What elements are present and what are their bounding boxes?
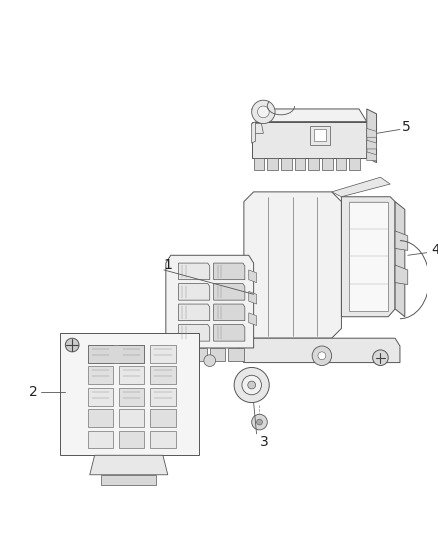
Polygon shape — [150, 388, 176, 406]
Polygon shape — [395, 231, 408, 251]
Polygon shape — [102, 475, 156, 484]
Circle shape — [252, 100, 275, 124]
Polygon shape — [88, 367, 113, 384]
Polygon shape — [281, 158, 292, 171]
Polygon shape — [179, 284, 210, 300]
Polygon shape — [179, 325, 210, 341]
Polygon shape — [267, 158, 278, 171]
Text: 2: 2 — [29, 385, 38, 399]
Polygon shape — [367, 128, 377, 137]
Polygon shape — [252, 109, 367, 122]
Polygon shape — [252, 124, 263, 133]
Polygon shape — [252, 122, 256, 143]
Polygon shape — [119, 431, 145, 448]
Polygon shape — [119, 345, 145, 362]
Circle shape — [252, 414, 267, 430]
Circle shape — [65, 338, 79, 352]
Polygon shape — [173, 348, 188, 361]
Circle shape — [258, 106, 269, 118]
Text: 4: 4 — [431, 244, 438, 257]
Polygon shape — [88, 345, 113, 362]
Text: 3: 3 — [259, 434, 268, 449]
Polygon shape — [349, 201, 388, 311]
Polygon shape — [150, 409, 176, 427]
Polygon shape — [228, 348, 244, 361]
Polygon shape — [308, 158, 319, 171]
Polygon shape — [314, 130, 326, 141]
Polygon shape — [214, 304, 245, 321]
Circle shape — [373, 350, 388, 366]
Polygon shape — [150, 431, 176, 448]
Polygon shape — [60, 333, 199, 455]
Text: 5: 5 — [402, 120, 411, 134]
Circle shape — [234, 367, 269, 402]
Polygon shape — [367, 109, 377, 163]
Polygon shape — [367, 140, 377, 149]
Polygon shape — [214, 325, 245, 341]
Polygon shape — [249, 313, 257, 326]
Polygon shape — [254, 158, 265, 171]
Polygon shape — [119, 409, 145, 427]
Polygon shape — [88, 409, 113, 427]
Polygon shape — [210, 348, 225, 361]
Polygon shape — [295, 158, 305, 171]
Polygon shape — [249, 270, 257, 282]
Polygon shape — [322, 158, 332, 171]
Polygon shape — [88, 431, 113, 448]
Circle shape — [312, 346, 332, 366]
Polygon shape — [349, 158, 360, 171]
Polygon shape — [90, 455, 168, 475]
Polygon shape — [336, 158, 346, 171]
Polygon shape — [119, 388, 145, 406]
Polygon shape — [150, 345, 176, 362]
Polygon shape — [179, 263, 210, 280]
Polygon shape — [342, 197, 395, 317]
Polygon shape — [239, 338, 400, 362]
Polygon shape — [249, 292, 257, 304]
Polygon shape — [244, 192, 342, 338]
Polygon shape — [332, 177, 390, 197]
Polygon shape — [214, 284, 245, 300]
Circle shape — [242, 375, 261, 395]
Polygon shape — [310, 126, 330, 145]
Polygon shape — [395, 265, 408, 285]
Polygon shape — [191, 348, 207, 361]
Polygon shape — [367, 152, 377, 160]
Polygon shape — [252, 122, 367, 158]
Circle shape — [318, 352, 326, 360]
Circle shape — [248, 381, 256, 389]
Polygon shape — [119, 367, 145, 384]
Text: 1: 1 — [164, 258, 173, 272]
Polygon shape — [214, 263, 245, 280]
Circle shape — [257, 419, 262, 425]
Polygon shape — [150, 367, 176, 384]
Polygon shape — [88, 388, 113, 406]
Polygon shape — [395, 201, 405, 317]
Polygon shape — [179, 304, 210, 321]
Polygon shape — [166, 255, 254, 348]
Circle shape — [204, 355, 215, 367]
Polygon shape — [88, 345, 145, 362]
